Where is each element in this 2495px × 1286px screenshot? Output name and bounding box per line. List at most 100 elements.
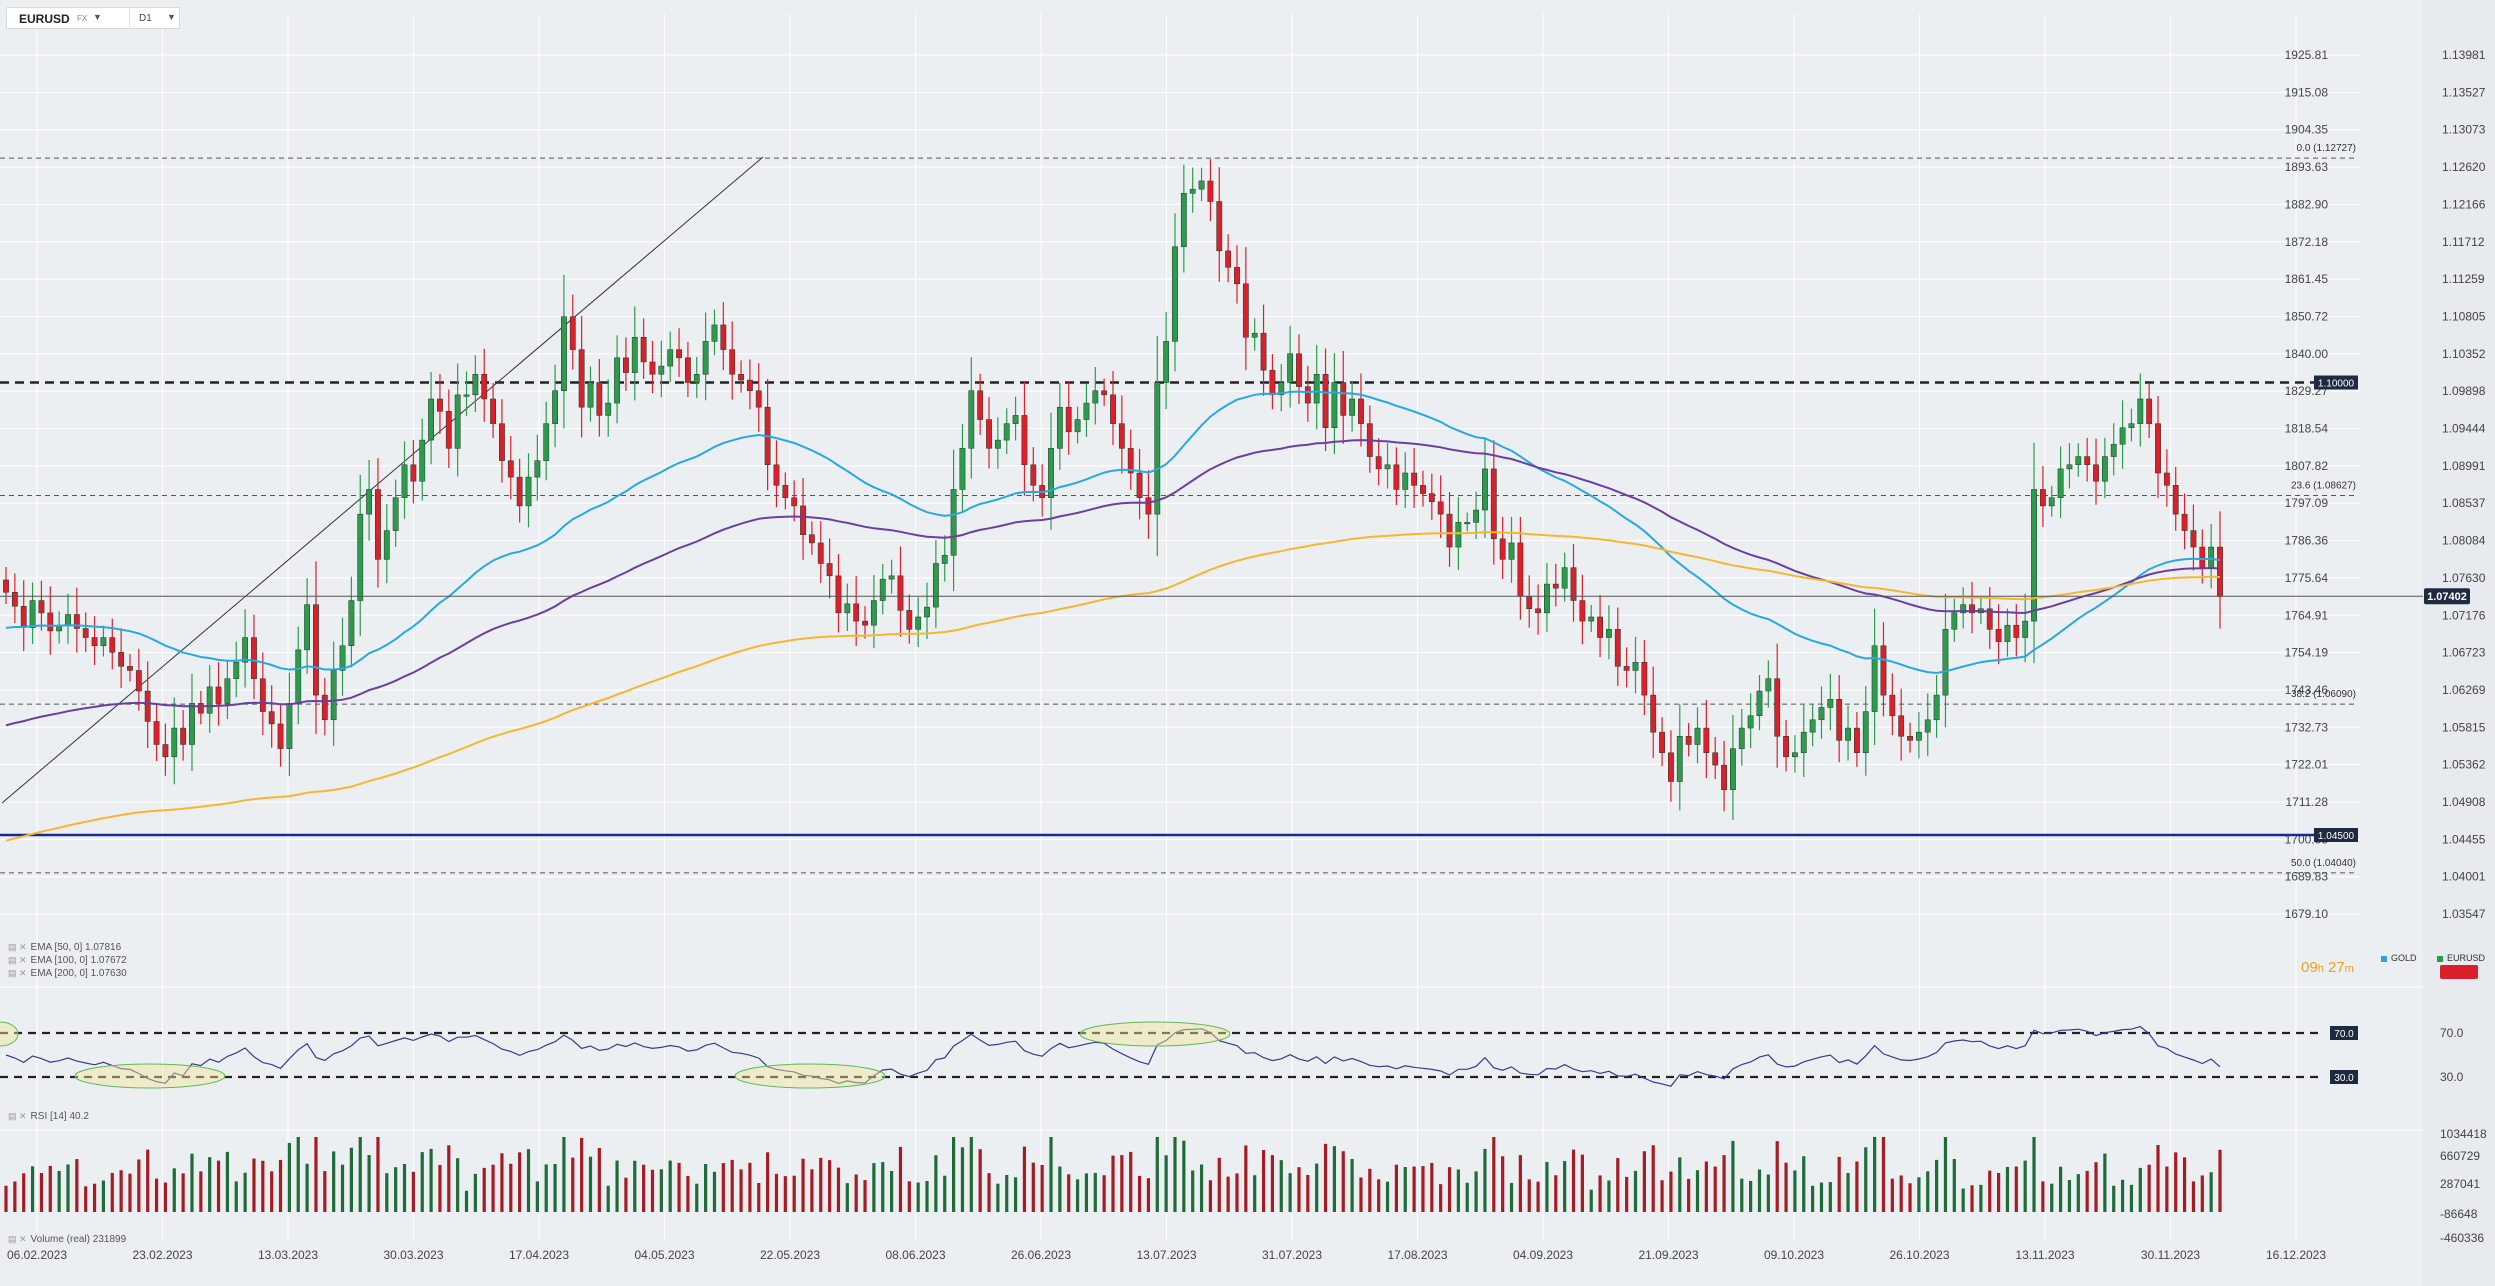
candle-body [791, 497, 798, 507]
price-tick-label-right: 1.13073 [2442, 123, 2486, 137]
volume-bar [668, 1160, 672, 1212]
date-tick-label: 13.03.2023 [258, 1248, 318, 1262]
candle-body [1234, 267, 1240, 285]
volume-bar [987, 1173, 991, 1212]
candle-body [950, 489, 957, 556]
volume-bar [1509, 1183, 1514, 1212]
candle-body [623, 357, 629, 373]
candle-body [1473, 509, 1480, 523]
volume-bar [1935, 1159, 1939, 1212]
legend-swatch [2381, 955, 2387, 962]
candle-body [1765, 678, 1772, 692]
candle-body [738, 374, 744, 381]
volume-bar [1997, 1172, 2001, 1212]
volume-bar [712, 1171, 717, 1212]
candle-body [463, 394, 470, 397]
candle-body [2084, 456, 2091, 466]
settings-icon[interactable]: ▤ ✕ [8, 1111, 27, 1121]
candle-body [543, 423, 550, 461]
rsi-legend[interactable]: ▤ ✕ RSI [14] 40.2 [8, 1111, 89, 1122]
candle-body [215, 686, 222, 704]
price-tick-label-left: 1754.19 [2285, 646, 2329, 660]
timeframe-label[interactable]: D1 [139, 13, 152, 24]
current-price-tag [2424, 588, 2470, 605]
candle-body [1242, 283, 1249, 338]
candle-body [986, 419, 992, 449]
price-tick-label-left: 1872.18 [2285, 235, 2329, 249]
settings-icon[interactable]: ▤ ✕ [8, 1234, 27, 1244]
candle-body [1880, 645, 1887, 696]
volume-bar [2058, 1166, 2063, 1212]
volume-bar [270, 1171, 274, 1212]
volume-bar [2067, 1180, 2072, 1212]
volume-bar [243, 1172, 247, 1212]
volume-bar [464, 1190, 469, 1212]
sell-button[interactable] [2440, 965, 2478, 979]
candle-body [1871, 645, 1878, 712]
volume-bar [1802, 1156, 1806, 1212]
volume-legend[interactable]: ▤ ✕ Volume (real) 231899 [8, 1234, 127, 1245]
candle-body [2119, 427, 2126, 445]
candle-body [1402, 472, 1409, 490]
volume-bar [385, 1173, 389, 1212]
symbol-selector[interactable]: EURUSD FX ▼ D1 ▼ [6, 7, 180, 29]
candle-body [569, 316, 576, 350]
price-tick-label-right: 1.08537 [2442, 496, 2486, 510]
volume-bar [1022, 1146, 1027, 1212]
volume-bar [571, 1157, 575, 1212]
legend-eurusd[interactable]: EURUSD [2437, 953, 2485, 963]
price-tick-label-left: 1732.73 [2285, 720, 2329, 734]
volume-bar [1093, 1172, 1097, 1212]
ema-50-line [5, 390, 2221, 675]
volume-bar [119, 1170, 123, 1212]
candle-body [401, 464, 408, 498]
symbol-chevron-down-icon[interactable]: ▼ [93, 12, 102, 22]
volume-bar [1155, 1137, 1159, 1212]
legend-gold[interactable]: GOLD [2381, 953, 2417, 963]
volume-bar [845, 1183, 849, 1212]
price-axis-panel [2423, 0, 2495, 1286]
volume-bar [1917, 1177, 1921, 1212]
price-tick-label-right: 1.04001 [2442, 870, 2486, 884]
volume-bar [1368, 1168, 1372, 1212]
price-tick-label-left: 1840.00 [2285, 347, 2329, 361]
ema100-legend[interactable]: ▤ ✕ EMA [100, 0] 1.07672 [8, 955, 127, 966]
date-tick-label: 13.11.2023 [2015, 1248, 2074, 1262]
volume-bar [1961, 1188, 1965, 1212]
ema50-legend[interactable]: ▤ ✕ EMA [50, 0] 1.07816 [8, 942, 122, 953]
volume-bar [358, 1137, 362, 1212]
volume-bar [1235, 1173, 1239, 1212]
settings-icon[interactable]: ▤ ✕ [8, 955, 27, 965]
settings-icon[interactable]: ▤ ✕ [8, 968, 27, 978]
volume-bar [1766, 1174, 1770, 1212]
volume-bar [642, 1164, 646, 1212]
candle-body [1818, 707, 1825, 721]
ema200-legend[interactable]: ▤ ✕ EMA [200, 0] 1.07630 [8, 968, 127, 979]
candle-body [410, 464, 417, 482]
volume-bar [659, 1169, 663, 1212]
candle-body [1730, 748, 1736, 790]
candle-body [180, 727, 187, 745]
volume-bar [1474, 1171, 1478, 1212]
candle-body [1747, 715, 1754, 729]
candle-body [153, 721, 160, 745]
price-tick-label-left: 1722.01 [2285, 758, 2329, 772]
timeframe-chevron-down-icon[interactable]: ▼ [167, 12, 176, 22]
candle-body [1579, 600, 1586, 622]
volume-bar [13, 1181, 17, 1212]
settings-icon[interactable]: ▤ ✕ [8, 942, 27, 952]
candle-countdown: 09h 27m [2301, 959, 2354, 976]
volume-bar [1483, 1148, 1487, 1212]
candle-body [2039, 489, 2046, 507]
volume-bar [1660, 1180, 1664, 1212]
price-tick-label-right: 1.06269 [2442, 683, 2486, 697]
candle-body [1163, 341, 1170, 383]
candle-body [1933, 694, 1940, 721]
candle-body [1101, 390, 1108, 396]
exchange-label: FX [77, 14, 88, 23]
volume-bar [1439, 1184, 1443, 1212]
candle-body [1915, 731, 1922, 741]
candle-body [47, 612, 54, 632]
rsi-zone-highlight [74, 1063, 226, 1089]
